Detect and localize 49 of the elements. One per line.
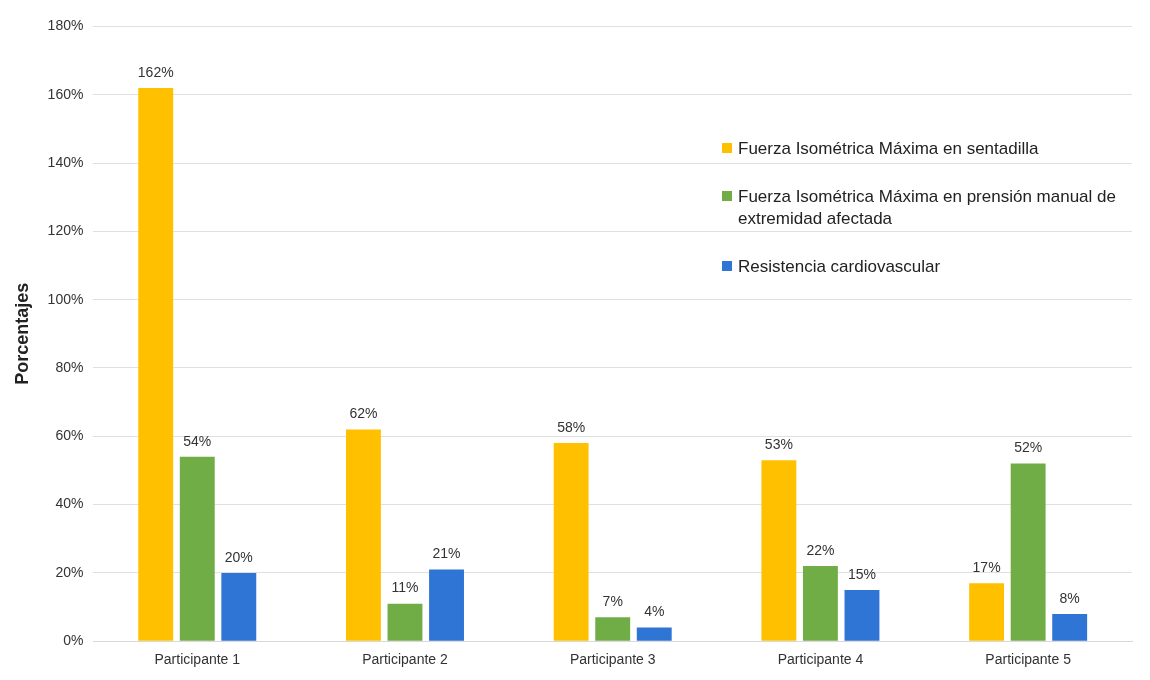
bar (179, 456, 215, 641)
y-tick-label: 80% (55, 358, 84, 375)
y-axis-title: Porcentajes (11, 282, 32, 385)
y-tick-label: 0% (63, 632, 84, 649)
data-label: 62% (349, 405, 378, 422)
data-label: 4% (644, 603, 665, 620)
bar (553, 443, 589, 641)
data-label: 11% (391, 579, 419, 596)
x-tick-label: Participante 2 (362, 651, 448, 668)
data-label: 53% (764, 436, 793, 453)
bar (636, 627, 672, 641)
data-label: 162% (137, 63, 174, 80)
bar (387, 603, 423, 641)
data-label: 8% (1059, 589, 1080, 606)
legend-label: Resistencia cardiovascular (738, 256, 941, 278)
data-label: 54% (183, 432, 212, 449)
data-label: 15% (847, 565, 876, 582)
y-tick-label: 140% (47, 153, 84, 170)
y-tick-label: 60% (55, 427, 84, 444)
y-tick-label: 160% (47, 85, 84, 102)
data-label: 52% (1014, 439, 1043, 456)
y-tick-label: 100% (47, 290, 84, 307)
bar (802, 566, 838, 641)
y-tick-label: 20% (55, 563, 84, 580)
data-label: 58% (557, 418, 586, 435)
bar (138, 87, 174, 641)
bar (761, 460, 797, 641)
bar (429, 569, 464, 641)
bar (345, 429, 381, 641)
legend-label: Fuerza Isométrica Máxima en sentadilla (738, 138, 1039, 160)
y-tick-label: 40% (55, 495, 84, 512)
bar (595, 617, 631, 641)
bar (221, 572, 257, 641)
y-tick-label: 180% (47, 17, 84, 34)
x-tick-label: Participante 3 (569, 651, 656, 668)
data-label: 20% (224, 548, 253, 565)
data-label: 22% (806, 541, 835, 558)
x-tick-label: Participante 1 (154, 651, 241, 668)
bar (844, 589, 880, 641)
bar (1010, 463, 1046, 641)
y-tick-label: 120% (47, 222, 84, 239)
bar (1052, 613, 1088, 641)
x-tick-label: Participante 5 (985, 651, 1072, 668)
data-label: 21% (432, 545, 461, 562)
bar (969, 583, 1005, 641)
data-label: 7% (602, 593, 623, 610)
legend-label: Fuerza Isométrica Máxima en prensión manual de extremidad afectada (738, 186, 1117, 230)
x-tick-label: Participante 4 (777, 651, 864, 668)
data-label: 17% (972, 558, 1001, 575)
